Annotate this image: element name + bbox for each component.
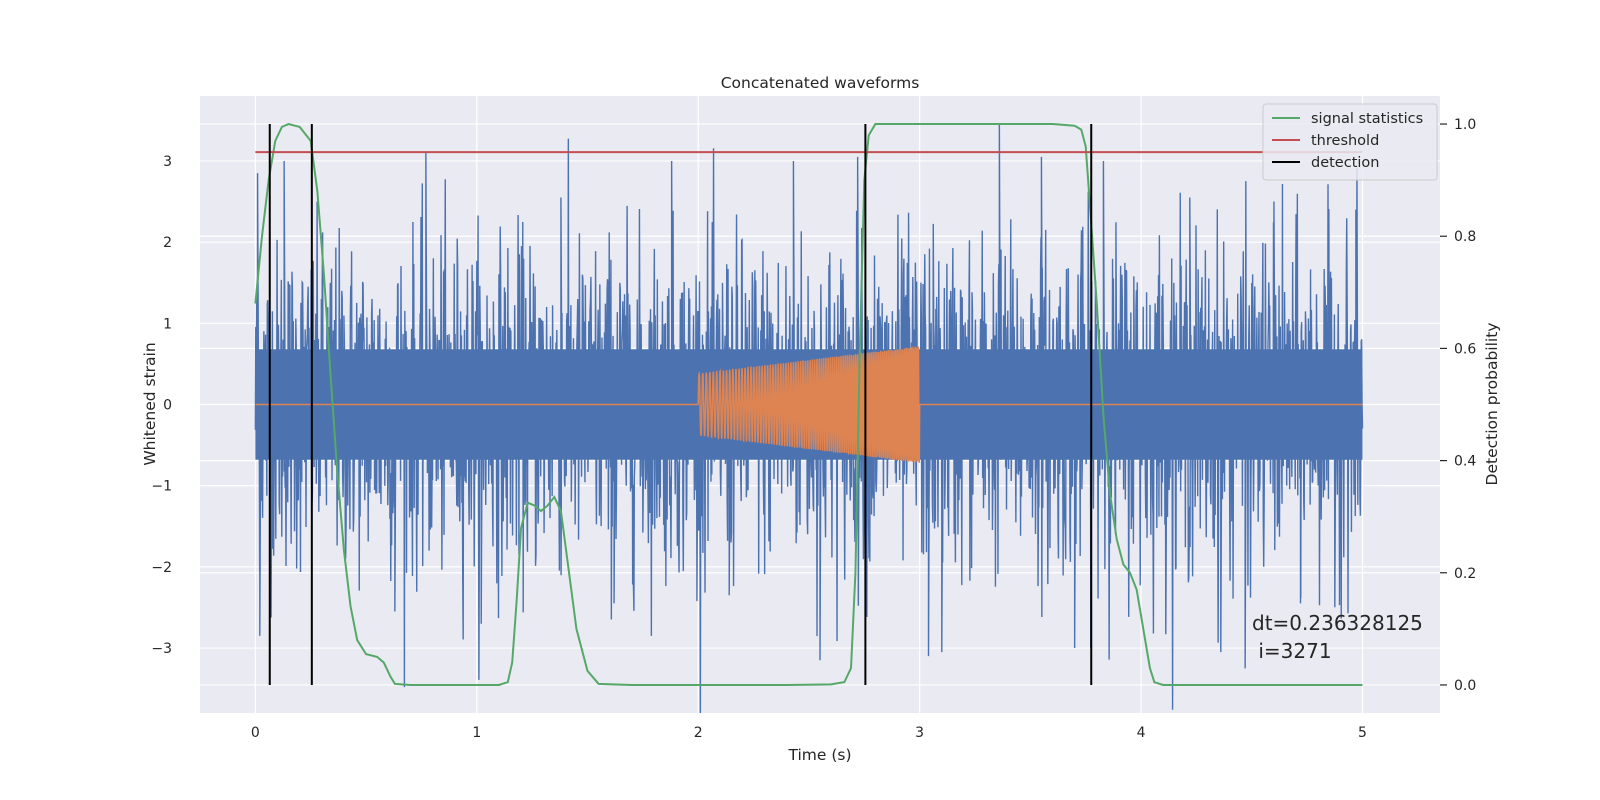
x-tick-label: 5 — [1358, 725, 1367, 741]
y-tick-label: 0 — [163, 398, 172, 414]
y2-tick-label: 0.0 — [1454, 678, 1476, 694]
legend-box — [1262, 103, 1438, 181]
y2-tick-label: 0.2 — [1454, 566, 1476, 582]
y-axis-label: Whitened strain — [141, 342, 159, 465]
legend-label: threshold — [1311, 133, 1379, 149]
legend-label: detection — [1311, 155, 1379, 171]
y2-tick-label: 1.0 — [1454, 117, 1476, 133]
x-tick-label: 3 — [915, 725, 924, 741]
plot-series — [254, 122, 1364, 713]
y-tick-label: 1 — [163, 316, 172, 332]
x-tick-label: 2 — [694, 725, 703, 741]
chart-title: Concatenated waveforms — [721, 74, 920, 92]
x-tick-label: 1 — [472, 725, 481, 741]
x-tick-label: 0 — [251, 725, 260, 741]
y2-tick-label: 0.4 — [1454, 454, 1476, 470]
annotation-dt: dt=0.236328125 — [1252, 611, 1423, 635]
series-chirp-line — [255, 345, 1363, 463]
y-tick-label: −1 — [151, 479, 172, 495]
y-tick-label: 2 — [163, 235, 172, 251]
series-signal-statistics-line — [254, 122, 1363, 686]
legend: signal statistics threshold detection — [1262, 103, 1438, 181]
y2-tick-label: 0.8 — [1454, 229, 1476, 245]
y2-tick-label: 0.6 — [1454, 341, 1476, 357]
axis-ticks: 0 1 2 3 4 5 −3 −2 −1 0 1 2 3 0.0 0.2 0.4 0.6 0.8 1.0 — [151, 117, 1476, 741]
y-tick-label: 3 — [163, 154, 172, 170]
x-axis-label: Time (s) — [787, 746, 851, 764]
y2-axis-label: Detection probability — [1483, 323, 1501, 486]
annotation-i: i=3271 — [1252, 639, 1332, 663]
legend-label: signal statistics — [1311, 111, 1423, 127]
y-tick-label: −3 — [151, 641, 172, 657]
y-tick-label: −2 — [151, 560, 172, 576]
x-tick-label: 4 — [1137, 725, 1146, 741]
